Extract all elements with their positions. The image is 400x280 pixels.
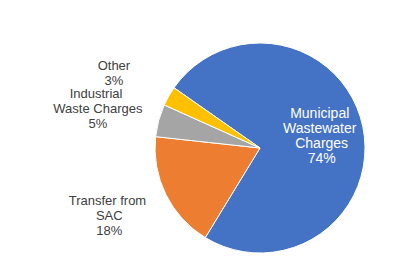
- slice-label-line: Transfer from: [69, 193, 150, 208]
- pie: [155, 43, 365, 253]
- chart: Municipal Wastewater Charges74% Transfer …: [0, 0, 400, 280]
- data-labels: Municipal Wastewater Charges74% Transfer …: [53, 58, 360, 238]
- slice-label: Other: [98, 58, 131, 73]
- slice-value-label: 74%: [308, 150, 336, 166]
- slice-label-line: Charges: [295, 135, 348, 151]
- slice-label-line: Wastewater: [283, 120, 360, 136]
- slice-label-line: Municipal: [290, 105, 353, 121]
- slice-value-label: 18%: [96, 223, 122, 238]
- pie-slice: [155, 137, 260, 238]
- slice-label-line: Other: [98, 58, 131, 73]
- slice-value-label: 5%: [88, 116, 107, 131]
- slice-label-line: Industrial: [70, 86, 126, 101]
- slice-label: Industrial Waste Charges: [53, 86, 143, 116]
- pie-slice: [164, 88, 260, 148]
- slice-label: Transfer from SAC: [69, 193, 150, 223]
- slice-label: Municipal Wastewater Charges: [283, 105, 360, 151]
- slice-label-line: Waste Charges: [53, 101, 143, 116]
- slice-value-label: 3%: [105, 73, 124, 88]
- slice-label-line: SAC: [96, 208, 123, 223]
